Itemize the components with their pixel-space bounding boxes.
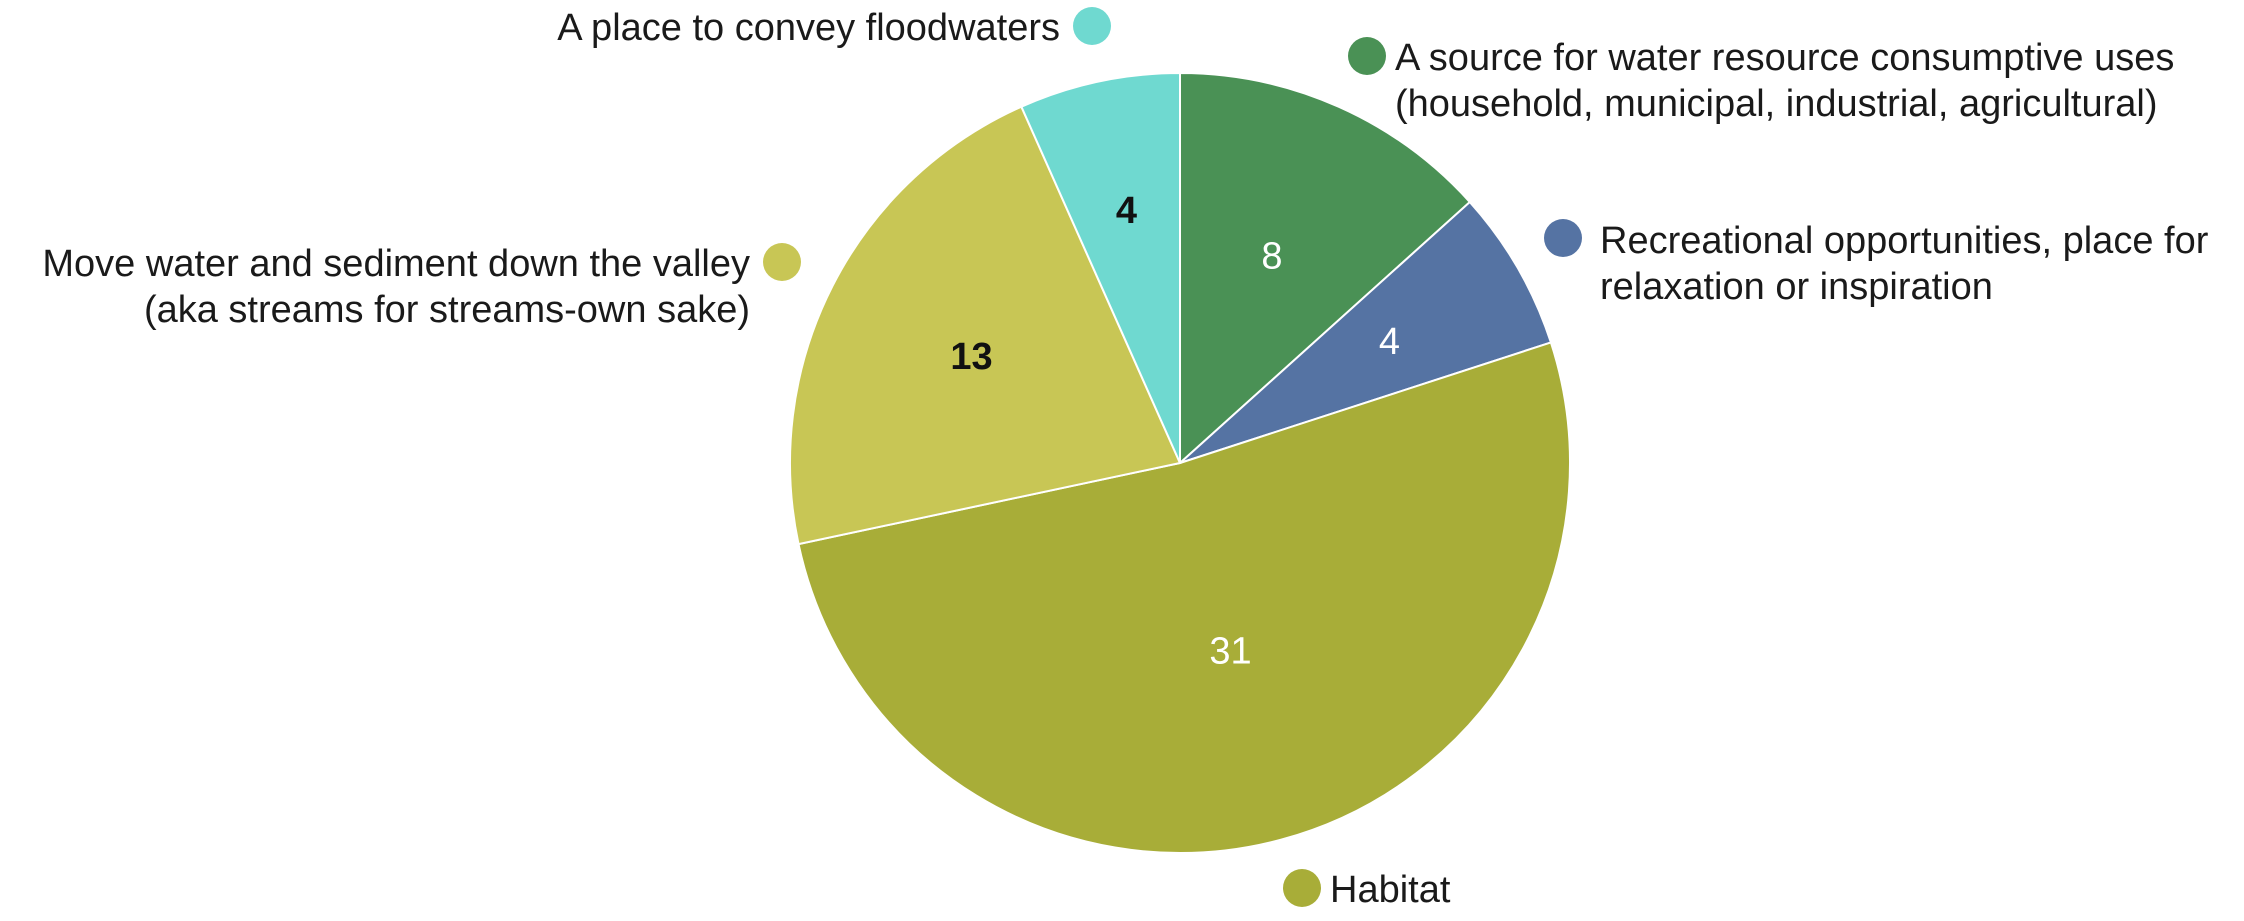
legend-item-a-place-to-convey-floodwaters: A place to convey floodwaters	[557, 7, 1111, 49]
pie-slice-recreational-opportunities-place-for	[1179, 200, 1553, 464]
slice-value-a-source-for-water-resource-consumptive-: 8	[1261, 235, 1282, 277]
slice-values-layer: 8 4 31 13 4	[950, 190, 1400, 672]
legend-marker	[1348, 37, 1386, 75]
legend-item-a-source-for-water-resource-consumptive-: A source for water resource consumptive …	[1348, 37, 2174, 125]
slice-value-move-water-and-sediment-down-the-valley: 13	[950, 336, 992, 378]
legend-item-habitat: Habitat	[1283, 869, 1451, 911]
slices-layer	[789, 71, 1571, 854]
slice-value-recreational-opportunities-place-for: 4	[1379, 321, 1400, 363]
legend-label-line: relaxation or inspiration	[1600, 266, 1993, 308]
legend-label-line: (household, municipal, industrial, agric…	[1395, 83, 2158, 125]
legend-marker	[763, 243, 801, 281]
slice-value-habitat: 31	[1209, 630, 1251, 672]
pie-slice-move-water-and-sediment-down-the-valley	[789, 105, 1182, 546]
legend-label-line: (aka streams for streams-own sake)	[144, 289, 750, 331]
pie-slice-a-place-to-convey-floodwaters	[1020, 71, 1181, 464]
legend-marker	[1544, 219, 1582, 257]
slice-value-a-place-to-convey-floodwaters: 4	[1116, 190, 1137, 232]
legend-label-line: Recreational opportunities, place for	[1600, 220, 2209, 262]
legend-item-recreational-opportunities-place-for: Recreational opportunities, place forrel…	[1544, 219, 2209, 308]
legend-marker	[1283, 869, 1321, 907]
legend-label-line: Move water and sediment down the valley	[42, 243, 750, 285]
legend-label-line: Habitat	[1330, 869, 1451, 911]
legend-layer: A source for water resource consumptive …	[42, 7, 2209, 911]
legend-label-line: A source for water resource consumptive …	[1395, 37, 2174, 79]
legend-item-move-water-and-sediment-down-the-valley: Move water and sediment down the valley(…	[42, 243, 801, 331]
pie-slice-habitat	[797, 341, 1571, 854]
legend-label-line: A place to convey floodwaters	[557, 7, 1060, 49]
pie-slice-a-source-for-water-resource-consumptive-	[1179, 71, 1472, 466]
legend-marker	[1073, 7, 1111, 45]
